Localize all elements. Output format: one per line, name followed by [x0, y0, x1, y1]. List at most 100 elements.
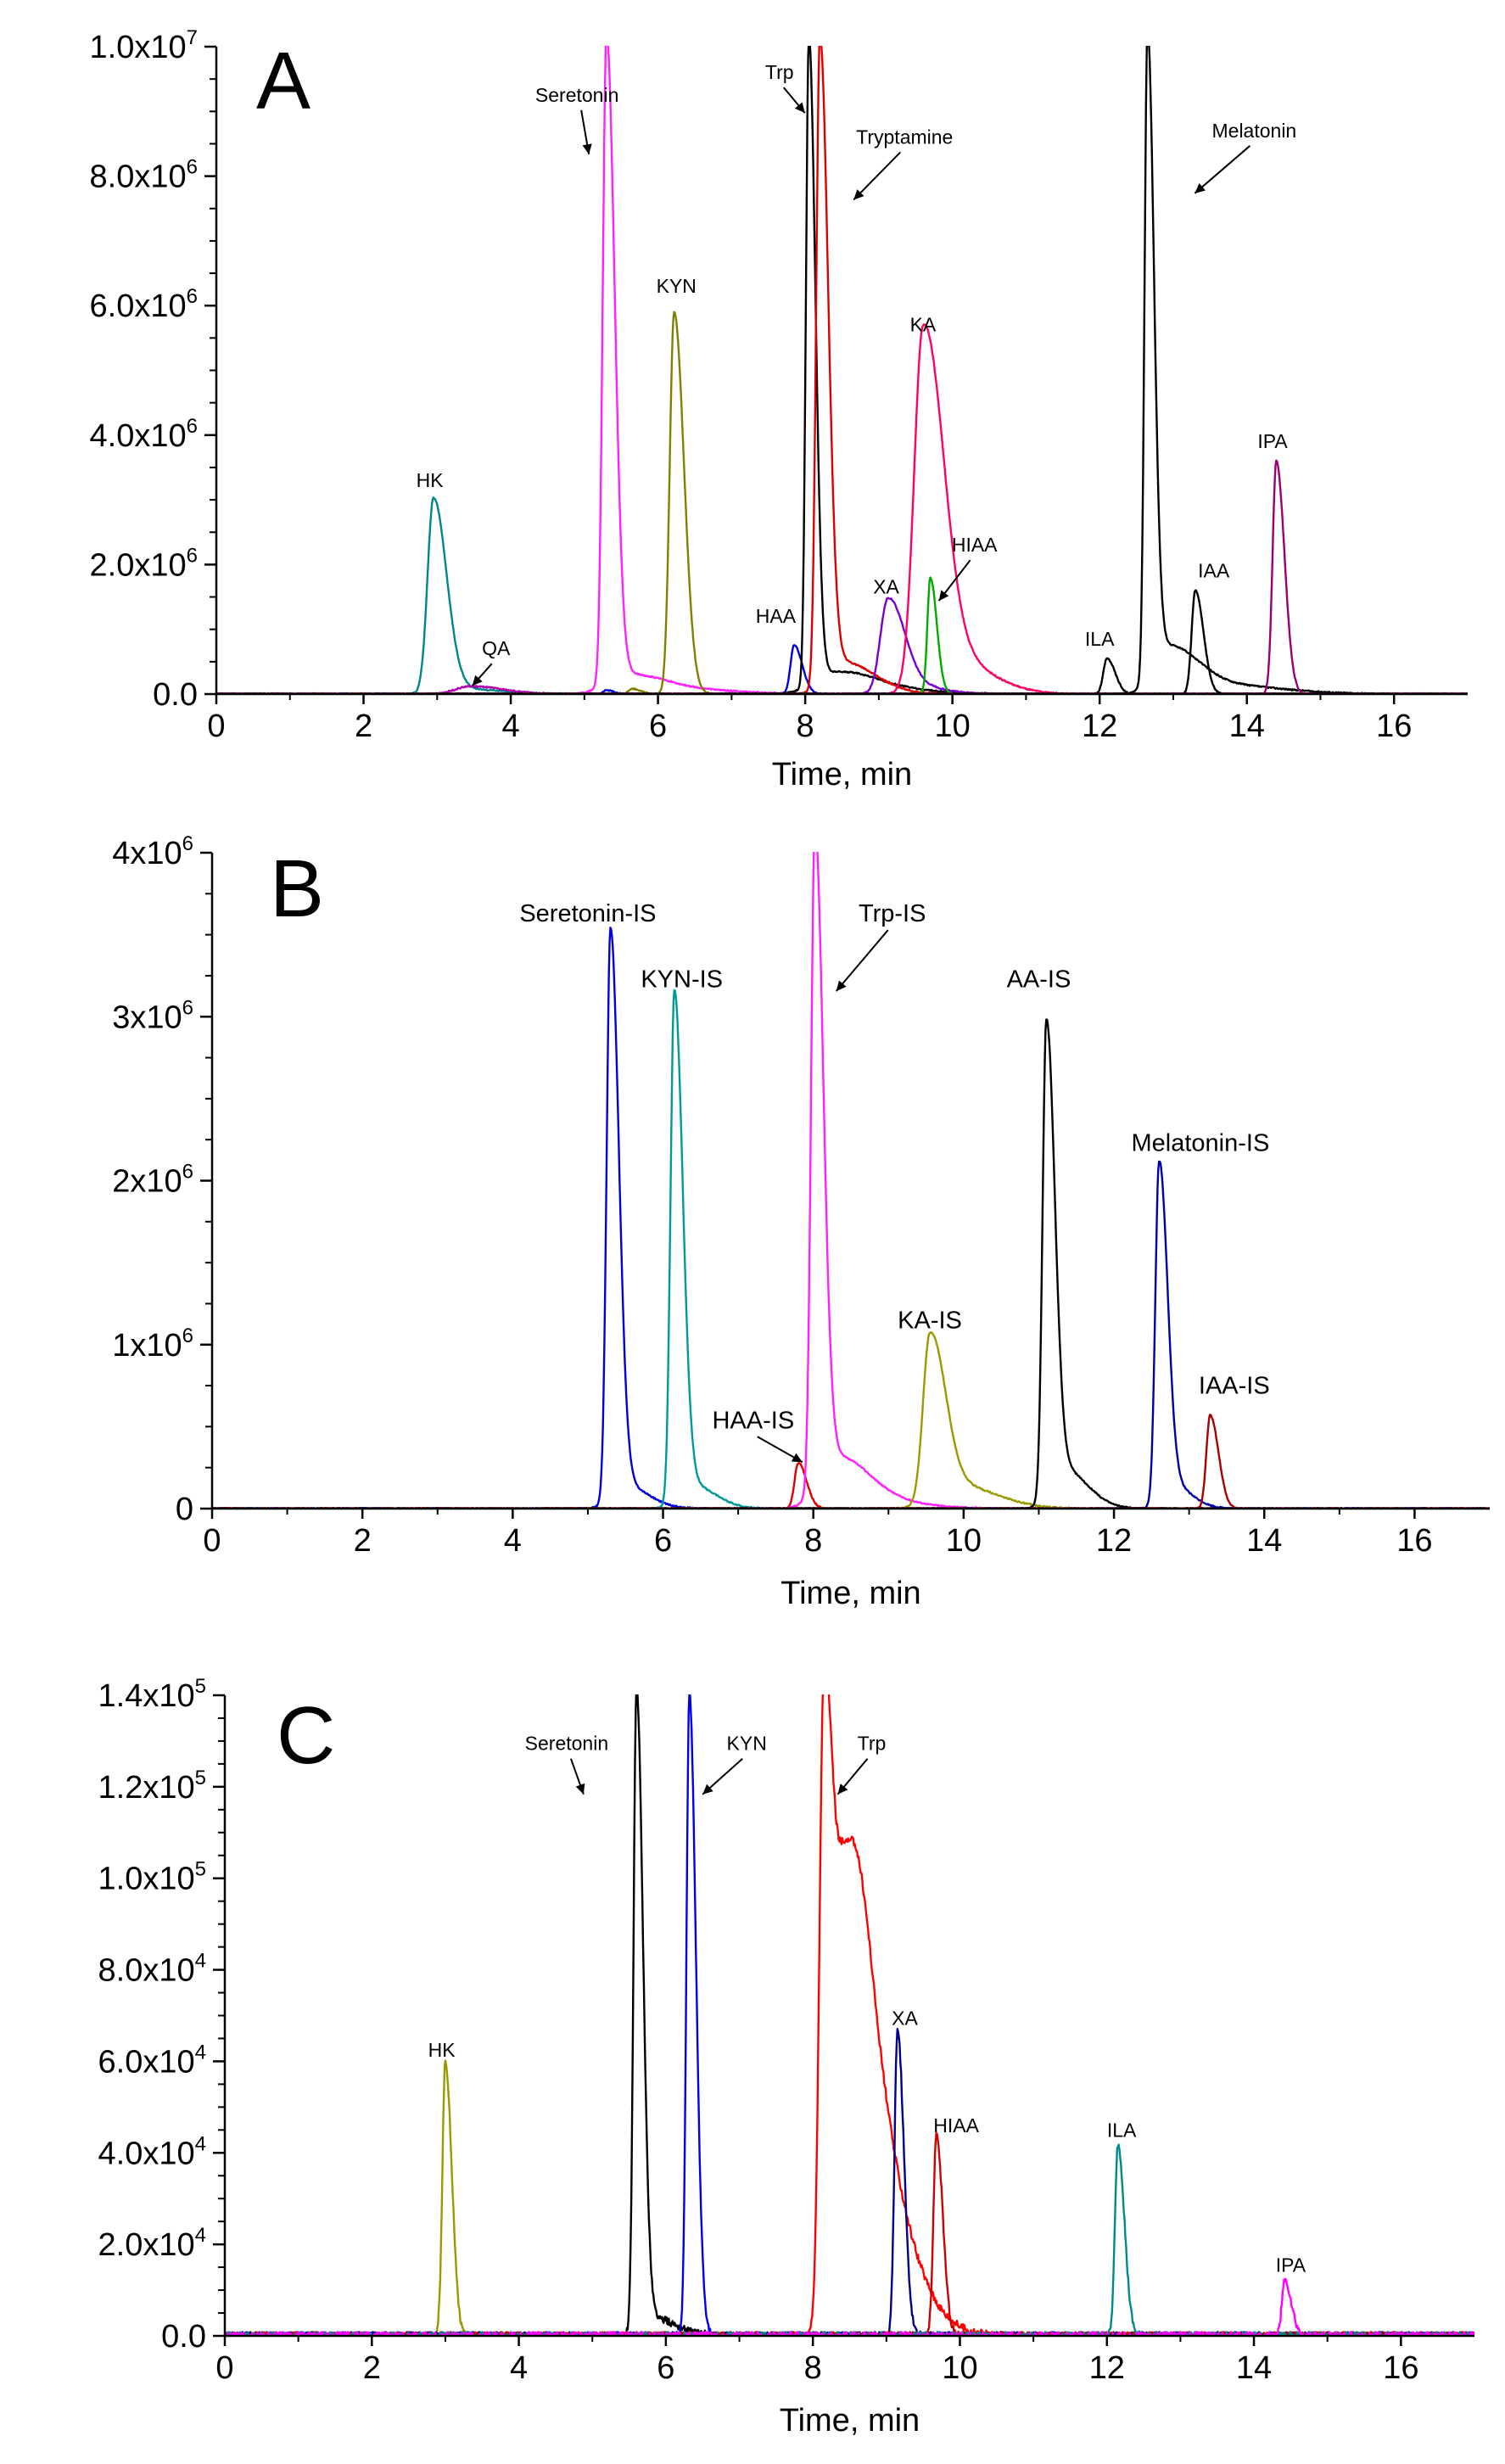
y-tick-label: 0.0 — [161, 2319, 206, 2355]
y-tick-label: 1.4x105 — [98, 1675, 206, 1714]
y-tick-label: 6.0x106 — [90, 285, 198, 324]
peak-label-seretonin: Seretonin — [525, 1733, 608, 1755]
series-trp — [225, 1694, 1474, 2337]
peak-label-xa: XA — [873, 576, 899, 598]
x-tick-label: 0 — [215, 2350, 233, 2386]
arrowhead-seretonin — [582, 143, 592, 154]
x-axis-label: Time, min — [780, 1576, 920, 1611]
peak-label-seretonin-is: Seretonin-IS — [519, 900, 656, 927]
y-tick-label: 1.0x107 — [90, 26, 198, 65]
y-tick-label: 2.0x106 — [90, 544, 198, 583]
y-tick-label: 0.0 — [153, 677, 198, 713]
x-tick-label: 2 — [355, 708, 372, 744]
peak-label-tryptamine: Tryptamine — [856, 126, 953, 148]
x-tick-label: 12 — [1082, 708, 1117, 744]
x-tick-label: 6 — [654, 1523, 672, 1559]
peak-label-iaa-is: IAA-IS — [1199, 1373, 1270, 1400]
peak-label-aa-is: AA-IS — [1007, 966, 1071, 993]
panel-letter: B — [270, 843, 324, 934]
peak-label-kyn-is: KYN-IS — [641, 966, 723, 993]
y-tick-label: 4x106 — [112, 832, 193, 871]
peak-label-haa: HAA — [756, 605, 797, 627]
peak-label-haa-is: HAA-IS — [712, 1407, 794, 1434]
peak-label-hiaa: HIAA — [952, 534, 998, 556]
y-tick-label: 3x106 — [112, 996, 193, 1035]
arrowhead-hiaa — [938, 590, 949, 602]
arrow-tryptamine — [853, 151, 901, 201]
peak-label-hiaa: HIAA — [933, 2114, 979, 2136]
panel-c: 0 2 4 6 8 10 12 14 16 Time, min 0.0 2.0x104 4.0x104 6… — [98, 1675, 1474, 2439]
x-tick-label: 8 — [804, 1523, 822, 1559]
y-tick-label: 2x106 — [112, 1161, 193, 1200]
x-tick-label: 6 — [657, 2350, 674, 2386]
y-tick-label: 1.0x105 — [98, 1858, 206, 1897]
peak-label-kyn: KYN — [727, 1733, 767, 1755]
x-tick-label: 10 — [946, 1523, 982, 1559]
x-tick-label: 0 — [207, 708, 225, 744]
peak-label-ipa: IPA — [1257, 430, 1288, 452]
y-tick-label: 6.0x104 — [98, 2041, 206, 2080]
x-axis-label: Time, min — [780, 2403, 920, 2439]
x-tick-label: 12 — [1089, 2350, 1125, 2386]
x-tick-label: 4 — [504, 1523, 522, 1559]
arrowhead-kyn — [702, 1784, 713, 1795]
x-tick-label: 14 — [1229, 708, 1265, 744]
arrowhead-trp — [794, 102, 805, 114]
arrowhead-haa-is — [791, 1453, 803, 1463]
x-tick-label: 4 — [510, 2350, 528, 2386]
peak-label-ka-is: KA-IS — [898, 1307, 962, 1334]
peak-label-trp: Trp — [765, 61, 794, 83]
y-tick-label: 1x106 — [112, 1324, 193, 1364]
peak-label-ka: KA — [910, 314, 937, 336]
y-tick-label: 0 — [176, 1492, 193, 1527]
x-tick-label: 10 — [942, 2350, 977, 2386]
peak-label-xa: XA — [892, 2007, 918, 2029]
peak-label-kyn: KYN — [657, 275, 697, 297]
y-tick-label: 4.0x104 — [98, 2132, 206, 2171]
arrowhead-tryptamine — [853, 189, 864, 200]
x-tick-label: 8 — [797, 708, 814, 744]
x-tick-label: 2 — [354, 1523, 372, 1559]
x-tick-label: 2 — [363, 2350, 381, 2386]
arrow-melatonin — [1194, 145, 1251, 194]
x-tick-label: 14 — [1236, 2350, 1272, 2386]
x-tick-label: 16 — [1376, 708, 1412, 744]
peak-label-iaa: IAA — [1198, 560, 1230, 582]
y-tick-label: 1.2x105 — [98, 1767, 206, 1806]
x-tick-label: 12 — [1096, 1523, 1132, 1559]
y-tick-label: 8.0x106 — [90, 156, 198, 195]
panel-letter: C — [277, 1690, 335, 1781]
peak-label-ila: ILA — [1107, 2119, 1137, 2141]
y-tick-label: 8.0x104 — [98, 1950, 206, 1989]
x-tick-label: 6 — [649, 708, 667, 744]
x-tick-label: 10 — [935, 708, 971, 744]
peak-label-melatonin: Melatonin — [1212, 120, 1297, 142]
y-tick-label: 2.0x104 — [98, 2224, 206, 2263]
x-axis-label: Time, min — [772, 757, 912, 792]
x-tick-label: 16 — [1383, 2350, 1418, 2386]
x-tick-label: 0 — [203, 1523, 221, 1559]
peak-label-qa: QA — [482, 637, 511, 659]
x-tick-label: 4 — [501, 708, 519, 744]
arrowhead-seretonin — [575, 1783, 585, 1795]
peak-label-seretonin: Seretonin — [535, 84, 618, 106]
panel-a: 0 2 4 6 8 10 12 14 16 Time, min 0.0 2.0x106 4.0x106 6… — [90, 26, 1468, 792]
arrowhead-trp-is — [836, 980, 847, 992]
arrow-trp-is — [835, 929, 889, 992]
panel-b: 0 2 4 6 8 10 12 14 16 Time, min 0 1x106 2x106 3x106 4x… — [112, 832, 1490, 1611]
y-tick-label: 4.0x106 — [90, 415, 198, 454]
peak-label-ipa: IPA — [1276, 2254, 1306, 2276]
arrowhead-melatonin — [1194, 182, 1206, 193]
peak-label-hk: HK — [428, 2039, 456, 2061]
peak-label-trp: Trp — [858, 1733, 887, 1755]
peak-label-trp-is: Trp-IS — [859, 900, 926, 927]
x-tick-label: 8 — [804, 2350, 822, 2386]
peak-label-melatonin-is: Melatonin-IS — [1132, 1130, 1270, 1157]
peak-label-hk: HK — [417, 469, 445, 491]
arrowhead-trp — [837, 1784, 848, 1795]
x-tick-label: 16 — [1396, 1523, 1432, 1559]
x-tick-label: 14 — [1246, 1523, 1282, 1559]
peak-label-ila: ILA — [1085, 628, 1115, 650]
